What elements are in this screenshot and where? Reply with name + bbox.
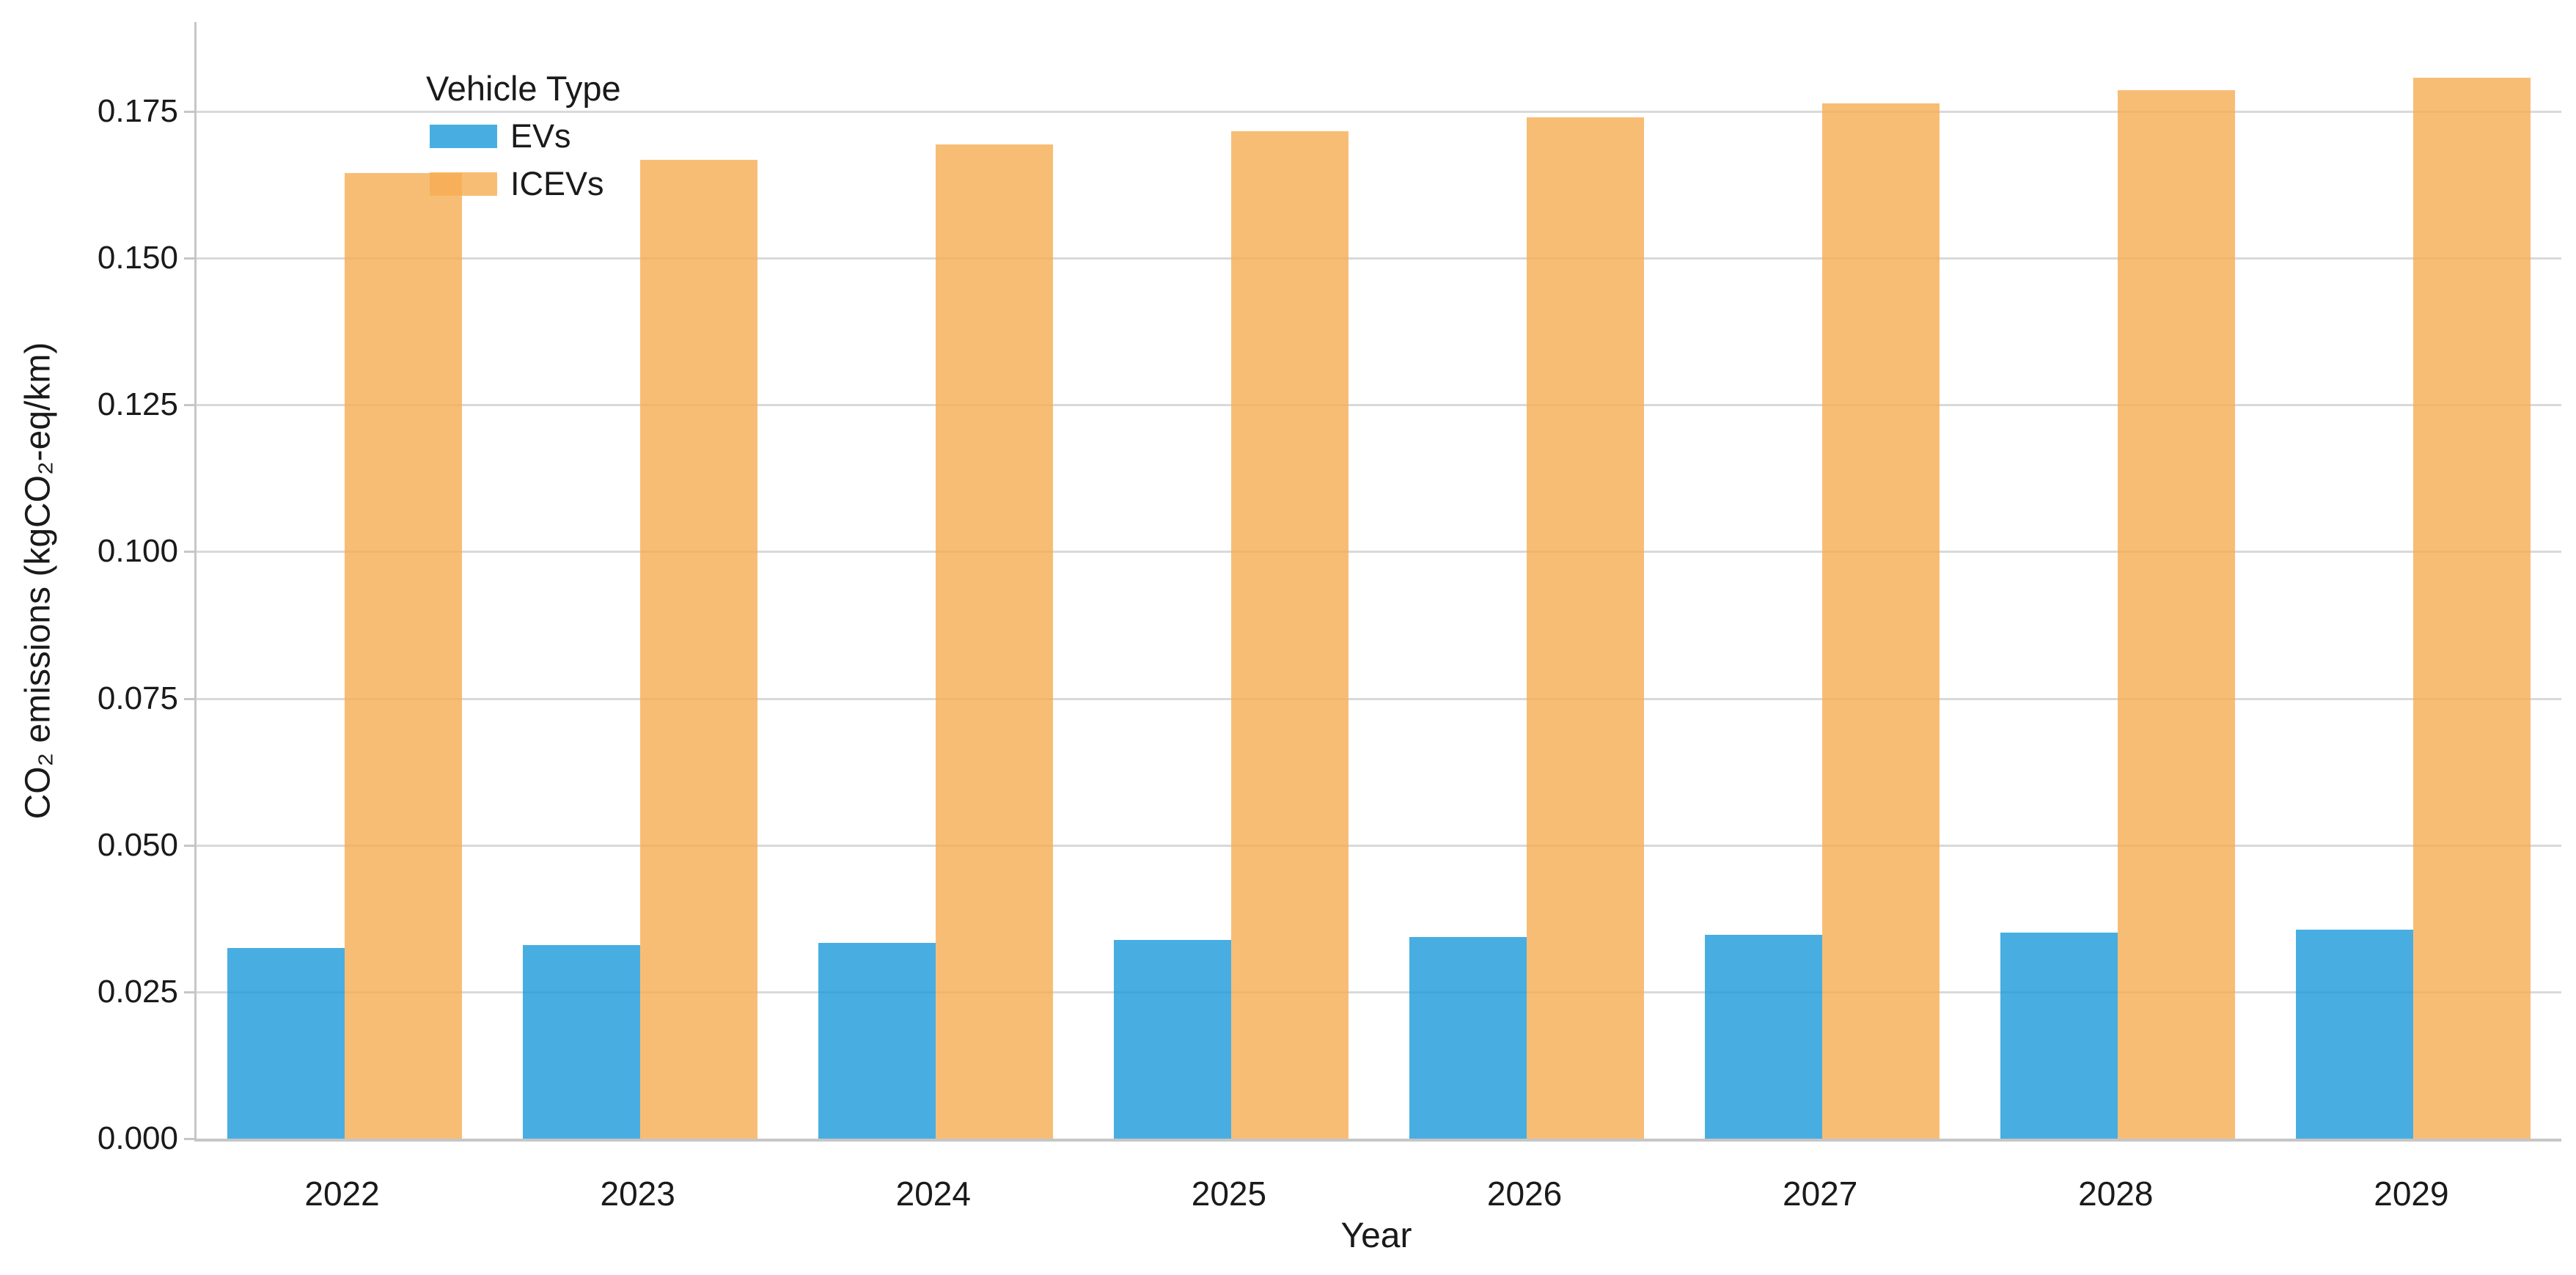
y-tick-mark	[184, 991, 194, 993]
y-tick-label: 0.150	[97, 240, 178, 276]
y-tick-label: 0.050	[97, 826, 178, 863]
legend-item-icevs: ICEVs	[426, 165, 621, 203]
y-tick-label: 0.175	[97, 92, 178, 129]
gridline-0.125	[197, 404, 2561, 407]
bar-evs-2024	[818, 943, 936, 1139]
y-tick-mark	[184, 844, 194, 847]
gridline-0.150	[197, 257, 2561, 260]
y-tick-label: 0.100	[97, 533, 178, 570]
x-tick-label-2027: 2027	[1783, 1175, 1858, 1213]
x-tick-label-2022: 2022	[304, 1175, 380, 1213]
gridline-0.075	[197, 697, 2561, 700]
gridline-0.175	[197, 110, 2561, 113]
bar-evs-2022	[227, 948, 345, 1139]
legend-swatch-evs	[430, 125, 497, 148]
bar-icevs-2026	[1527, 117, 1645, 1139]
bar-evs-2029	[2296, 930, 2414, 1139]
y-tick-label: 0.125	[97, 386, 178, 423]
legend-label: ICEVs	[510, 165, 604, 202]
y-tick-mark	[184, 697, 194, 700]
legend-label: EVs	[510, 117, 571, 155]
gridline-0.050	[197, 844, 2561, 847]
legend-title: Vehicle Type	[426, 69, 621, 108]
gridline-0.100	[197, 551, 2561, 554]
x-axis-label: Year	[1340, 1216, 1412, 1255]
x-tick-label-2024: 2024	[895, 1175, 971, 1213]
x-tick-label-2028: 2028	[2078, 1175, 2154, 1213]
y-tick-label: 0.075	[97, 680, 178, 716]
legend-item-evs: EVs	[426, 117, 621, 155]
bar-icevs-2023	[639, 160, 757, 1139]
x-tick-label-2023: 2023	[600, 1175, 675, 1213]
y-tick-mark	[184, 257, 194, 260]
y-axis-label: CO₂ emissions (kgCO₂-eq/km)	[18, 342, 58, 820]
bar-icevs-2029	[2413, 78, 2531, 1139]
bar-icevs-2028	[2118, 90, 2236, 1139]
legend-items: EVs ICEVs	[426, 117, 621, 203]
bar-icevs-2025	[1230, 131, 1348, 1139]
legend-swatch-icevs	[430, 172, 497, 196]
y-tick-mark	[184, 404, 194, 407]
x-tick-label-2026: 2026	[1486, 1175, 1563, 1213]
plot-area: Vehicle Type EVs ICEVs	[194, 22, 2561, 1142]
y-tick-mark	[184, 551, 194, 554]
y-tick-label: 0.000	[97, 1120, 178, 1156]
bar-icevs-2024	[935, 144, 1053, 1139]
legend: Vehicle Type EVs ICEVs	[426, 67, 621, 213]
x-tick-label-2025: 2025	[1191, 1175, 1267, 1213]
y-tick-label: 0.025	[97, 973, 178, 1010]
bar-icevs-2022	[344, 173, 462, 1139]
bar-evs-2025	[1113, 940, 1231, 1139]
y-tick-mark	[184, 1138, 194, 1140]
bar-evs-2028	[2000, 933, 2118, 1139]
gridline-0.025	[197, 991, 2561, 993]
bar-icevs-2027	[1822, 103, 1940, 1139]
bar-evs-2023	[522, 945, 640, 1139]
x-tick-label-2029: 2029	[2374, 1175, 2449, 1213]
y-tick-mark	[184, 110, 194, 113]
bar-evs-2027	[1705, 935, 1823, 1139]
bar-evs-2026	[1409, 937, 1527, 1139]
